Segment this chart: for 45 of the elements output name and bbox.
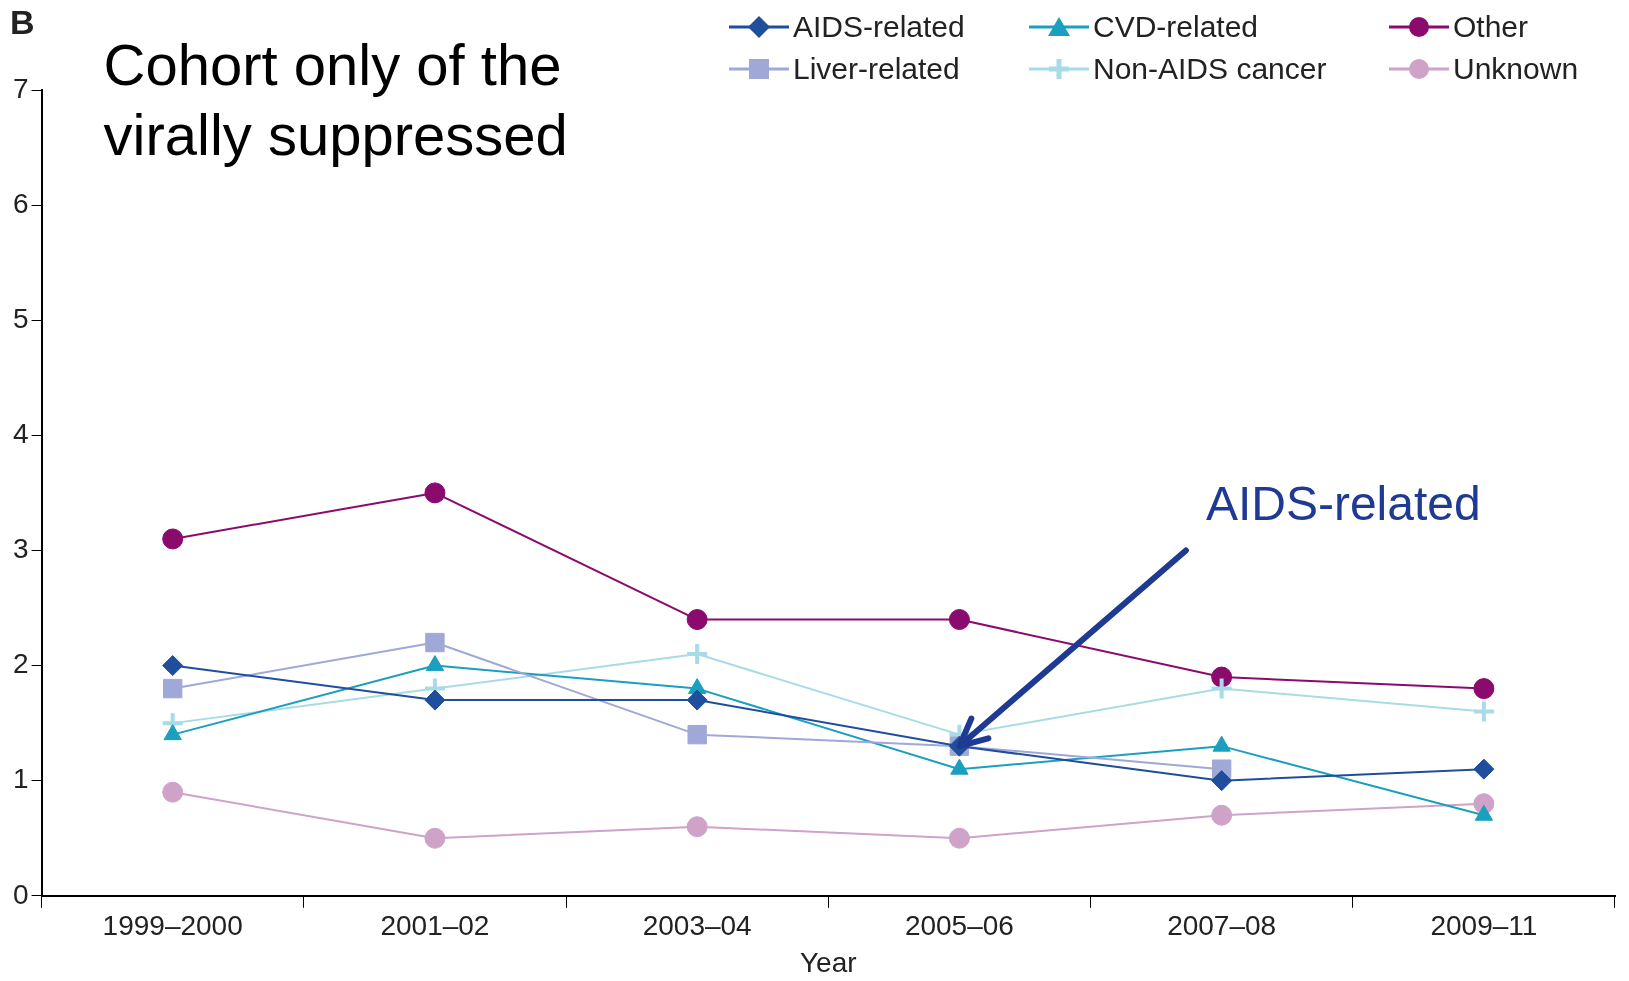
point	[424, 482, 446, 504]
point	[686, 816, 708, 838]
point	[1209, 676, 1234, 701]
y-tick-label: 3	[12, 533, 29, 565]
y-tick-label: 1	[12, 763, 29, 795]
x-tick-label: 2003–04	[642, 910, 752, 942]
point	[1473, 678, 1495, 700]
y-tick-label: 7	[12, 72, 29, 104]
point	[424, 689, 446, 711]
point	[948, 609, 970, 631]
legend-label: Non-AIDS cancer	[1093, 52, 1327, 86]
legend-label: AIDS-related	[793, 10, 965, 44]
x-tick-label: 2005–06	[904, 910, 1014, 942]
x-tick-label: 2001–02	[380, 910, 490, 942]
x-axis-title: Year	[800, 946, 857, 978]
point	[1211, 770, 1233, 792]
point	[424, 827, 446, 849]
point	[686, 609, 708, 631]
point	[1473, 758, 1495, 780]
legend-label: Liver-related	[793, 52, 960, 86]
y-tick-label: 2	[12, 648, 29, 680]
y-tick-label: 6	[12, 187, 29, 219]
x-tick-label: 2007–08	[1167, 910, 1277, 942]
point	[687, 724, 707, 745]
legend-label: Other	[1453, 10, 1529, 44]
point	[1471, 699, 1496, 724]
point	[162, 781, 184, 803]
x-tick-label: 2009–11	[1430, 910, 1538, 942]
point	[1211, 804, 1233, 826]
point	[163, 678, 183, 699]
point	[948, 827, 970, 849]
y-tick-label: 0	[12, 878, 29, 910]
point	[686, 689, 708, 711]
chart-title: Cohort only of the virally suppressed	[103, 32, 568, 167]
point	[425, 632, 445, 653]
legend-label: Unknown	[1453, 52, 1579, 86]
point	[685, 642, 710, 667]
y-tick-label: 4	[12, 418, 29, 450]
y-tick-label: 5	[12, 302, 29, 334]
point	[162, 528, 184, 550]
legend-label: CVD-related	[1093, 10, 1259, 44]
point	[162, 655, 184, 677]
annotation: AIDS-related	[1205, 477, 1481, 531]
text: B	[10, 3, 35, 42]
x-tick-label: 1999–2000	[102, 910, 243, 942]
